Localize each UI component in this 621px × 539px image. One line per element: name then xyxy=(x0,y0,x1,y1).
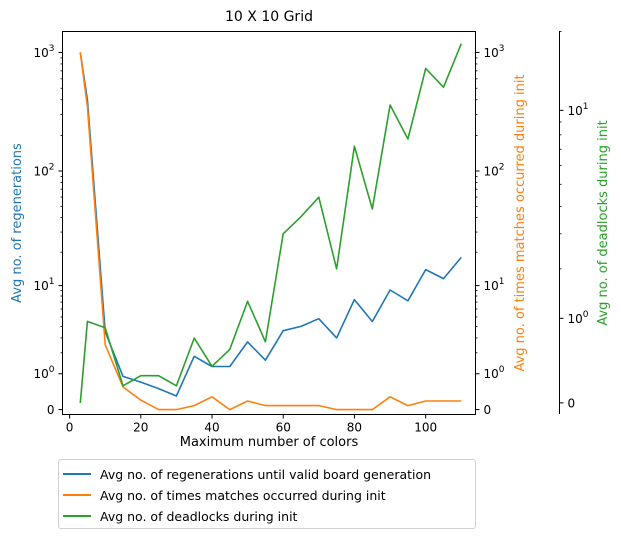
ticks-layer: 0 20 40 60 80 100 0 100 101 102 103 0 100 101 102 103 0 1… xyxy=(33,31,589,435)
left-tick-label: 103 xyxy=(33,44,54,60)
x-tick-label: 80 xyxy=(347,421,362,435)
series-line-2 xyxy=(79,43,463,403)
legend-label-deadlocks: Avg no. of deadlocks during init xyxy=(100,508,298,524)
legend-item-deadlocks: Avg no. of deadlocks during init xyxy=(63,506,297,526)
legend: Avg no. of regenerations until valid boa… xyxy=(58,459,476,529)
right2-tick-label: 101 xyxy=(568,102,589,118)
legend-swatch-regenerations xyxy=(63,473,91,475)
left-tick-label: 101 xyxy=(33,277,54,293)
right2-tick-label: 100 xyxy=(568,310,589,326)
right1-tick-label: 100 xyxy=(484,365,505,381)
left-tick-label: 0 xyxy=(47,403,55,417)
x-tick-label: 20 xyxy=(133,421,148,435)
right1-axis-label: Avg no. of times matches occurred during… xyxy=(513,74,528,371)
legend-swatch-matches xyxy=(63,494,91,496)
x-tick-label: 100 xyxy=(414,421,437,435)
x-tick-label: 40 xyxy=(204,421,219,435)
legend-label-regenerations: Avg no. of regenerations until valid boa… xyxy=(100,466,432,482)
series-layer xyxy=(79,43,463,411)
right1-tick-label: 101 xyxy=(484,277,505,293)
legend-swatch-deadlocks xyxy=(63,515,91,517)
right1-tick-label: 102 xyxy=(484,163,505,179)
x-tick-label: 0 xyxy=(66,421,74,435)
legend-item-matches: Avg no. of times matches occurred during… xyxy=(63,485,386,505)
x-axis-label: Maximum number of colors xyxy=(180,435,359,450)
right1-tick-label: 0 xyxy=(484,403,492,417)
left-tick-label: 100 xyxy=(33,365,54,381)
left-tick-label: 102 xyxy=(33,163,54,179)
legend-label-matches: Avg no. of times matches occurred during… xyxy=(100,487,386,503)
series-line-0 xyxy=(79,52,462,397)
right2-axis-label: Avg no. of deadlocks during init xyxy=(596,120,611,325)
x-tick-label: 60 xyxy=(276,421,291,435)
right1-tick-label: 103 xyxy=(484,44,505,60)
series-line-1 xyxy=(79,52,462,411)
right2-tick-label: 0 xyxy=(568,396,576,410)
plot-area-frame xyxy=(62,31,476,415)
left-axis-label: Avg no. of regenerations xyxy=(10,143,25,303)
chart-title: 10 X 10 Grid xyxy=(225,9,313,25)
legend-item-regenerations: Avg no. of regenerations until valid boa… xyxy=(63,464,431,484)
